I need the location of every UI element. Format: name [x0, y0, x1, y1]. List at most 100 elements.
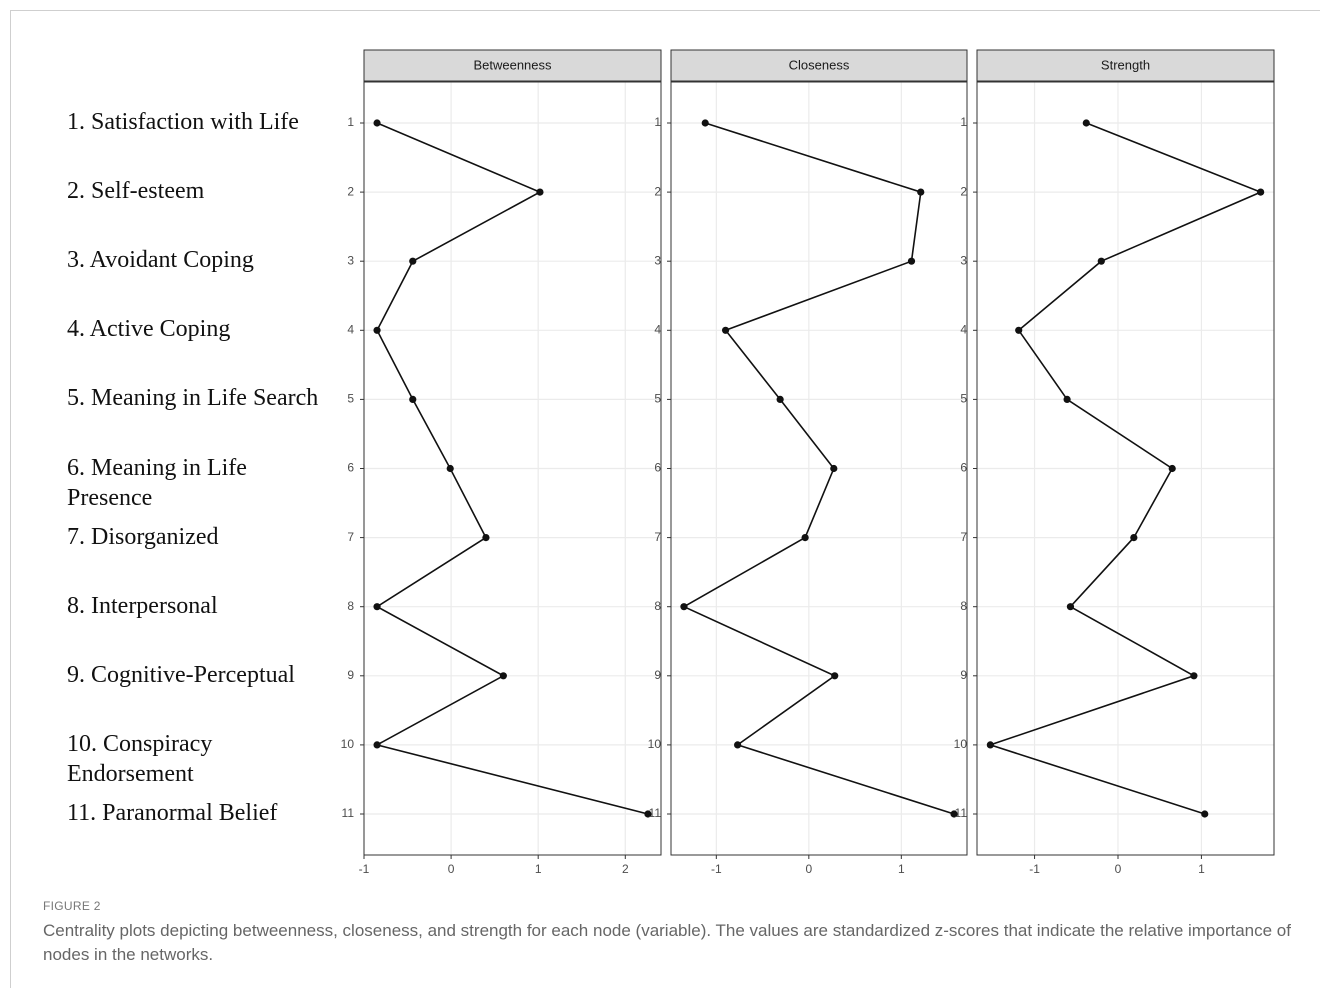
node-label: 2. Self-esteem — [67, 178, 205, 205]
y-tick-label: 8 — [347, 599, 354, 613]
point — [917, 188, 925, 196]
node-label: 3. Avoidant Coping — [67, 247, 254, 274]
panel-border — [363, 81, 662, 856]
node-label: 8. Interpersonal — [67, 592, 218, 619]
strip — [363, 49, 662, 82]
y-tick-label: 6 — [654, 461, 661, 475]
node-label: 4. Active Coping — [67, 316, 231, 343]
point — [1168, 464, 1176, 473]
figure-frame — [10, 10, 1320, 988]
node-label: 1. Satisfaction with Life — [67, 109, 299, 135]
node-label: 7. Disorganized — [67, 523, 219, 550]
x-tick-label: 1 — [898, 862, 905, 876]
point — [950, 810, 958, 818]
y-tick-label: 2 — [347, 184, 354, 198]
x-tick-label: 0 — [1115, 862, 1122, 876]
node-label: 9. Cognitive-Perceptual — [67, 661, 295, 688]
point — [373, 603, 381, 611]
y-tick-label: 7 — [347, 530, 354, 544]
point — [446, 464, 454, 473]
y-tick-label: 9 — [654, 668, 661, 682]
y-tick-label: 4 — [654, 322, 661, 336]
node-label: 5. Meaning in Life Search — [67, 385, 319, 412]
strip — [976, 49, 1275, 82]
y-tick-label: 2 — [654, 184, 661, 198]
x-tick-label: 1 — [535, 862, 542, 876]
point — [830, 464, 838, 473]
y-tick-label: 4 — [347, 322, 354, 336]
x-tick-label: -1 — [1029, 862, 1040, 876]
panel-title: Betweenness — [473, 57, 552, 72]
y-tick-label: 11 — [649, 806, 662, 820]
y-tick-label: 7 — [960, 530, 967, 544]
y-tick-label: 9 — [347, 668, 354, 682]
y-tick-label: 8 — [654, 599, 661, 613]
y-tick-label: 1 — [654, 115, 661, 129]
y-tick-label: 8 — [960, 599, 967, 613]
y-tick-label: 4 — [960, 322, 967, 336]
point — [1015, 326, 1023, 334]
y-tick-label: 6 — [347, 461, 354, 475]
point — [536, 188, 544, 196]
point — [907, 257, 916, 265]
point — [1097, 257, 1105, 265]
point — [801, 534, 809, 542]
panel-title: Strength — [1101, 57, 1150, 72]
point — [776, 395, 784, 403]
point — [831, 672, 839, 680]
point — [721, 326, 730, 334]
y-tick-label: 7 — [654, 530, 661, 544]
panel-border — [670, 81, 968, 856]
point — [409, 395, 417, 403]
y-tick-label: 10 — [954, 737, 968, 751]
y-tick-label: 3 — [347, 253, 354, 267]
point — [1190, 672, 1198, 680]
figure-label: FIGURE 2 — [43, 899, 101, 913]
point — [644, 810, 652, 818]
y-tick-label: 10 — [648, 737, 662, 751]
x-tick-label: -1 — [359, 862, 370, 876]
x-tick-label: 1 — [1198, 862, 1205, 876]
x-tick-label: 0 — [448, 862, 455, 876]
y-tick-label: 11 — [955, 806, 968, 820]
point — [1201, 810, 1209, 818]
point — [1130, 534, 1138, 542]
y-tick-label: 11 — [342, 806, 355, 820]
y-tick-label: 5 — [347, 392, 354, 406]
node-label: 11. Paranormal Belief — [67, 800, 278, 826]
caption: Centrality plots depicting betweenness, … — [43, 921, 1291, 964]
y-tick-label: 9 — [960, 668, 967, 682]
y-tick-label: 6 — [960, 461, 967, 475]
point — [373, 326, 381, 334]
node-label: 6. Meaning in Life Presence — [67, 454, 247, 511]
point — [1066, 603, 1075, 611]
point — [986, 741, 994, 749]
point — [373, 119, 381, 127]
x-tick-label: 2 — [622, 862, 629, 876]
y-tick-label: 1 — [960, 115, 967, 129]
y-tick-label: 3 — [960, 253, 967, 267]
y-tick-label: 5 — [654, 392, 661, 406]
point — [734, 741, 742, 749]
point — [680, 603, 688, 611]
point — [373, 741, 381, 749]
point — [499, 672, 507, 680]
point — [409, 257, 417, 265]
panel-title: Closeness — [789, 57, 850, 72]
point — [1082, 119, 1090, 127]
y-tick-label: 10 — [341, 737, 355, 751]
strip — [670, 49, 968, 82]
x-tick-label: -1 — [711, 862, 722, 876]
node-label: 10. Conspiracy Endorsement — [67, 730, 213, 787]
x-tick-label: 0 — [805, 862, 812, 876]
point — [1063, 395, 1071, 403]
y-tick-label: 1 — [347, 115, 354, 129]
y-tick-label: 2 — [960, 184, 967, 198]
point — [701, 119, 709, 127]
y-tick-label: 5 — [960, 392, 967, 406]
point — [482, 534, 490, 542]
y-tick-label: 3 — [654, 253, 661, 267]
panel-border — [976, 81, 1275, 856]
